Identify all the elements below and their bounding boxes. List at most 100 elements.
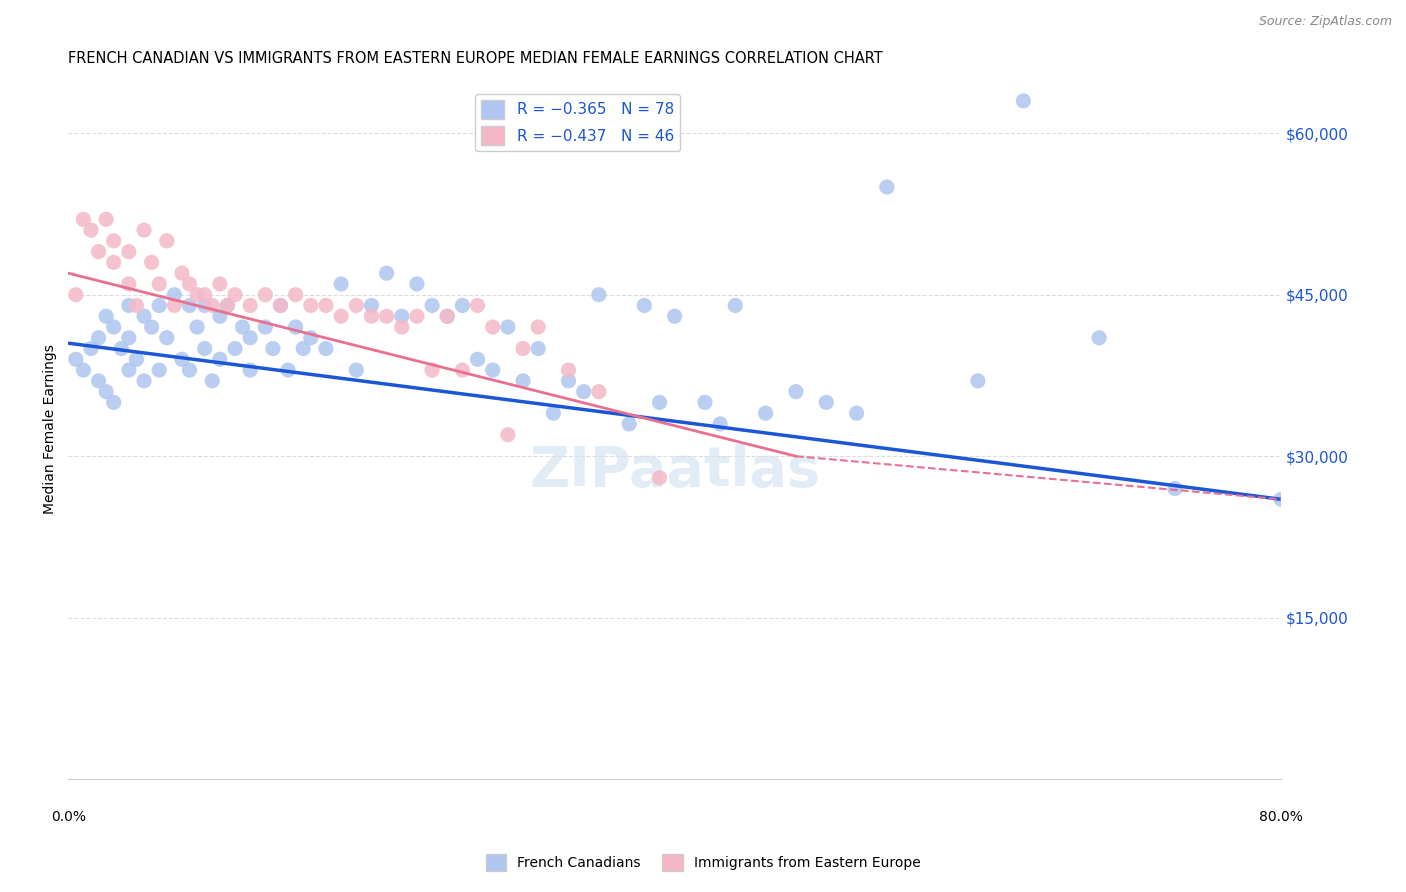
Point (496, 427, 519, 442)
Point (330, 277, 353, 291)
Point (239, 298, 262, 312)
Point (588, 287, 610, 301)
Point (406, 310, 429, 324)
Point (755, 406, 778, 420)
Point (87, 374, 110, 388)
Point (72, 363, 94, 377)
Legend: French Canadians, Immigrants from Eastern Europe: French Canadians, Immigrants from Easter… (479, 848, 927, 876)
Point (785, 384, 807, 399)
Point (664, 310, 686, 324)
Point (254, 320, 277, 334)
Point (315, 342, 337, 356)
Point (103, 395, 125, 409)
Point (118, 277, 141, 291)
Point (292, 342, 315, 356)
Point (693, 395, 716, 409)
Point (262, 342, 284, 356)
Point (420, 298, 443, 312)
Point (141, 255, 163, 269)
Point (330, 310, 353, 324)
Point (360, 298, 382, 312)
Point (80, 342, 103, 356)
Point (148, 277, 170, 291)
Text: 0.0%: 0.0% (51, 810, 86, 824)
Point (224, 342, 246, 356)
Point (194, 298, 217, 312)
Point (125, 352, 148, 367)
Point (118, 298, 141, 312)
Point (1012, 94, 1035, 108)
Point (845, 406, 868, 420)
Text: Source: ZipAtlas.com: Source: ZipAtlas.com (1258, 15, 1392, 28)
Point (208, 310, 231, 324)
Point (201, 298, 224, 312)
Point (512, 342, 534, 356)
Point (132, 374, 155, 388)
Point (148, 298, 170, 312)
Point (451, 363, 474, 377)
Point (148, 363, 170, 377)
Point (254, 287, 277, 301)
Point (299, 331, 322, 345)
Point (284, 320, 307, 334)
Point (724, 298, 747, 312)
Point (103, 234, 125, 248)
Text: ZIPaatlas: ZIPaatlas (529, 444, 820, 499)
Point (132, 310, 155, 324)
Point (269, 298, 291, 312)
Point (284, 287, 307, 301)
Point (125, 298, 148, 312)
Point (391, 320, 413, 334)
Point (481, 320, 503, 334)
Point (481, 363, 503, 377)
Y-axis label: Median Female Earnings: Median Female Earnings (44, 344, 58, 515)
Point (94, 212, 117, 227)
Point (709, 417, 731, 431)
Point (966, 374, 988, 388)
Point (467, 352, 489, 367)
Point (186, 320, 208, 334)
Point (118, 363, 141, 377)
Point (163, 287, 186, 301)
Point (94, 310, 117, 324)
Point (299, 298, 322, 312)
Point (224, 287, 246, 301)
Point (156, 234, 179, 248)
Point (87, 244, 110, 259)
Point (132, 223, 155, 237)
Point (141, 320, 163, 334)
Point (179, 277, 201, 291)
Point (194, 287, 217, 301)
Point (170, 266, 193, 280)
Point (208, 277, 231, 291)
Point (277, 363, 299, 377)
Point (118, 331, 141, 345)
Point (103, 255, 125, 269)
Point (315, 298, 337, 312)
Point (436, 310, 458, 324)
Point (186, 287, 208, 301)
Point (512, 374, 534, 388)
Point (72, 212, 94, 227)
Point (467, 298, 489, 312)
Point (572, 384, 595, 399)
Point (80, 223, 103, 237)
Point (557, 374, 579, 388)
Point (451, 298, 474, 312)
Point (375, 310, 398, 324)
Point (163, 298, 186, 312)
Point (179, 363, 201, 377)
Point (436, 310, 458, 324)
Point (179, 298, 201, 312)
Point (1164, 482, 1187, 496)
Point (118, 244, 141, 259)
Point (406, 277, 429, 291)
Point (617, 417, 640, 431)
Point (588, 384, 610, 399)
Point (420, 363, 443, 377)
Point (815, 395, 838, 409)
Text: 80.0%: 80.0% (1260, 810, 1303, 824)
Point (232, 320, 254, 334)
Point (543, 406, 565, 420)
Point (360, 310, 382, 324)
